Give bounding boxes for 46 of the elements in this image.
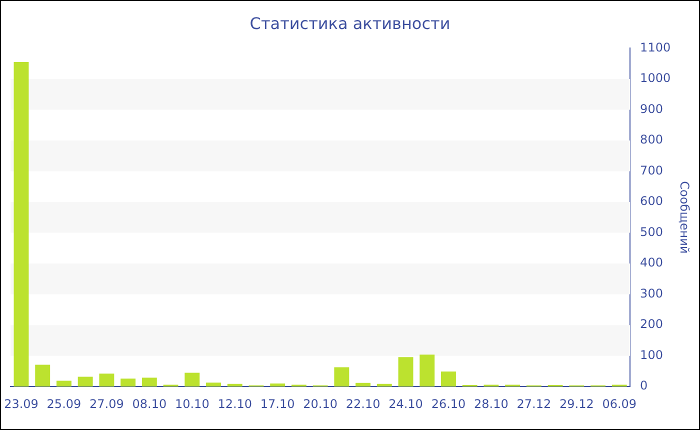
x-tick-label: 23.09 (4, 396, 38, 411)
bar (376, 384, 392, 387)
y-tick-label: 100 (640, 348, 663, 362)
x-tick-label: 12.10 (218, 396, 252, 411)
bar (99, 374, 114, 387)
x-tick-label: 08.10 (132, 396, 167, 411)
y-tick-label: 600 (640, 194, 663, 208)
y-tick-label: 400 (640, 256, 663, 270)
y-axis-title: Сообщений (678, 181, 692, 254)
x-tick-label: 20.10 (303, 396, 338, 411)
bar (35, 364, 50, 387)
x-tick-label: 26.10 (431, 396, 466, 411)
bar (356, 382, 371, 387)
x-tick-label: 22.10 (346, 396, 380, 411)
bar (441, 372, 456, 387)
y-tick-label: 300 (640, 286, 663, 300)
y-tick-label: 1000 (640, 71, 671, 86)
x-tick-label: 27.09 (90, 396, 124, 411)
x-tick-label: 10.10 (174, 396, 210, 411)
y-tick-label: 500 (640, 224, 663, 239)
x-tick-label: 25.09 (46, 396, 82, 411)
y-tick-label: 200 (640, 317, 663, 332)
bar (142, 378, 157, 387)
bar (120, 378, 136, 387)
x-tick-label: 29.12 (559, 396, 594, 411)
y-tick-label: 700 (640, 163, 663, 178)
y-tick-label: 0 (640, 378, 648, 393)
bar (270, 384, 286, 387)
bar (398, 357, 414, 387)
bar (14, 62, 29, 387)
y-tick-label: 900 (640, 102, 663, 116)
chart-title: Статистика активности (250, 14, 450, 33)
x-tick-label: 24.10 (388, 396, 423, 411)
x-tick-label: 27.12 (516, 396, 552, 411)
bar (334, 367, 350, 387)
x-tick-label: 28.10 (474, 396, 508, 411)
y-tick-label: 800 (640, 132, 663, 147)
y-tick-label: 1100 (640, 40, 671, 54)
bar (184, 372, 200, 387)
bar (206, 382, 221, 387)
x-tick-label: 06.09 (602, 396, 637, 411)
bar (420, 354, 435, 387)
x-tick-label: 17.10 (260, 396, 295, 411)
bar (227, 384, 242, 387)
bar (78, 376, 93, 387)
bar (56, 380, 72, 387)
